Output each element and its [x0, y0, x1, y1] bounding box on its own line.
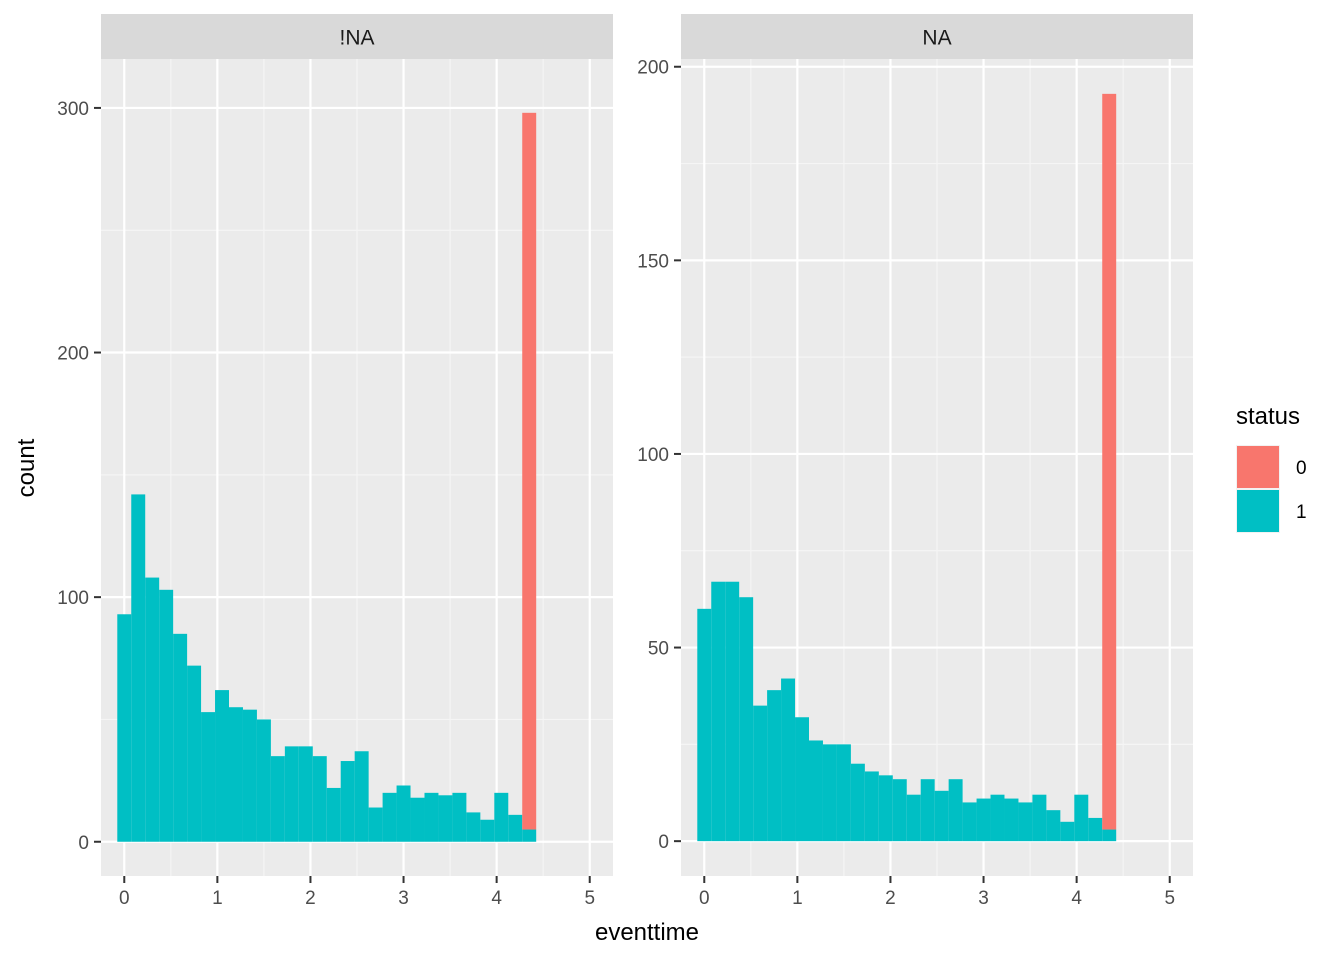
histogram-bar-status-1 [340, 761, 355, 842]
histogram-bar-status-1 [187, 665, 202, 842]
histogram-bar-status-1 [976, 798, 991, 842]
histogram-bar-status-0 [522, 112, 537, 830]
histogram-bar-status-1 [215, 690, 229, 842]
histogram-bar-status-1 [298, 746, 313, 842]
histogram-bar-status-1 [368, 807, 383, 842]
x-tick-label: 2 [885, 888, 896, 909]
histogram-bar-status-1 [131, 494, 146, 842]
facet-panel-2: NA 0 50 100 150 200 0 1 2 3 4 5 [637, 14, 1193, 909]
histogram-bar-status-1 [354, 751, 369, 842]
histogram-bar-status-1 [508, 814, 523, 842]
legend-key-status-1 [1237, 490, 1279, 532]
legend: status 0 1 [1236, 403, 1307, 533]
histogram-bar-status-1 [1018, 802, 1033, 842]
x-tick-label: 1 [212, 888, 223, 909]
facet-strip [681, 14, 1193, 59]
y-tick-label: 300 [57, 99, 89, 120]
y-tick-label: 50 [648, 639, 669, 660]
histogram-bar-status-1 [711, 581, 726, 842]
histogram-bar-status-1 [864, 771, 879, 842]
histogram-bar-status-1 [145, 577, 160, 842]
histogram-bar-status-1 [906, 794, 921, 842]
y-tick-label: 100 [57, 588, 89, 609]
y-tick-label: 150 [637, 251, 669, 272]
y-tick-label: 0 [78, 833, 89, 854]
histogram-bar-status-1 [822, 744, 837, 842]
histogram-bar-status-1 [438, 795, 453, 842]
legend-label: 0 [1296, 458, 1307, 479]
legend-label: 1 [1296, 502, 1307, 523]
histogram-bar-status-1 [312, 756, 327, 842]
histogram-bar-status-1 [466, 812, 481, 842]
histogram-bar-status-1 [396, 785, 411, 842]
histogram-bar-status-1 [480, 819, 495, 842]
histogram-bar-status-1 [739, 597, 754, 842]
x-axis-title: eventtime [595, 919, 699, 946]
y-axis-title: count [13, 438, 40, 497]
histogram-bar-status-1 [494, 792, 509, 842]
y-tick-label: 200 [637, 58, 669, 79]
histogram-bar-status-1 [382, 792, 397, 842]
x-tick-label: 3 [978, 888, 989, 909]
histogram-bar-status-0 [1102, 93, 1117, 830]
histogram-bar-status-1 [1074, 794, 1089, 842]
histogram-bar-status-1 [962, 802, 977, 842]
histogram-bar-status-1 [781, 678, 796, 842]
x-tick-label: 5 [1164, 888, 1175, 909]
y-tick-label: 0 [658, 832, 669, 853]
histogram-bar-status-1 [892, 779, 907, 842]
histogram-bar-status-1 [850, 763, 865, 842]
x-tick-label: 1 [792, 888, 803, 909]
histogram-bar-status-1 [410, 797, 425, 842]
legend-title: status [1236, 403, 1300, 430]
x-tick-label: 4 [491, 888, 502, 909]
x-tick-label: 0 [699, 888, 710, 909]
facet-label: NA [922, 27, 951, 50]
histogram-bar-status-1 [242, 709, 257, 842]
x-tick-label: 4 [1071, 888, 1082, 909]
histogram-bar-status-1 [878, 775, 893, 842]
histogram-bar-status-1 [809, 740, 823, 842]
histogram-bar-status-1 [326, 787, 341, 842]
facet-label: !NA [339, 27, 374, 50]
legend-key-status-0 [1237, 446, 1279, 488]
x-tick-label: 5 [584, 888, 595, 909]
histogram-bar-status-1 [201, 712, 216, 842]
histogram-bar-status-1 [522, 829, 537, 842]
y-tick-label: 100 [637, 445, 669, 466]
histogram-bar-status-1 [159, 589, 174, 842]
facet-panels: !NA 0 100 200 300 0 1 2 3 4 5 NA 0 50 100 150 200 0 1 2 3 4 5 [57, 14, 1193, 909]
histogram-bar-status-1 [256, 719, 271, 842]
histogram-bar-status-1 [424, 792, 439, 842]
histogram-bar-status-1 [948, 779, 963, 842]
facet-strip [101, 14, 613, 59]
histogram-bar-status-1 [452, 792, 467, 842]
histogram-bar-status-1 [284, 746, 299, 842]
histogram-bar-status-1 [229, 707, 243, 842]
histogram-bar-status-1 [697, 608, 712, 842]
y-tick-label: 200 [57, 344, 89, 365]
histogram-bar-status-1 [117, 614, 132, 842]
histogram-bar-status-1 [767, 690, 782, 842]
histogram-bar-status-1 [795, 717, 809, 842]
histogram-bar-status-1 [1004, 798, 1019, 842]
histogram-bar-status-1 [173, 633, 188, 842]
histogram-bar-status-1 [725, 581, 740, 842]
histogram-bar-status-1 [1046, 810, 1061, 842]
histogram-bar-status-1 [1102, 829, 1117, 842]
histogram-bar-status-1 [990, 794, 1005, 842]
histogram-bar-status-1 [836, 744, 851, 842]
facet-panel-1: !NA 0 100 200 300 0 1 2 3 4 5 [57, 14, 613, 909]
histogram-bar-status-1 [1060, 821, 1075, 842]
x-tick-label: 2 [305, 888, 316, 909]
x-tick-label: 3 [398, 888, 409, 909]
histogram-bar-status-1 [934, 790, 949, 842]
histogram-bar-status-1 [1088, 817, 1103, 842]
histogram-bar-status-1 [920, 779, 935, 842]
histogram-bar-status-1 [1032, 794, 1047, 842]
x-tick-label: 0 [119, 888, 130, 909]
histogram-bar-status-1 [270, 756, 285, 842]
histogram-bar-status-1 [753, 705, 768, 842]
